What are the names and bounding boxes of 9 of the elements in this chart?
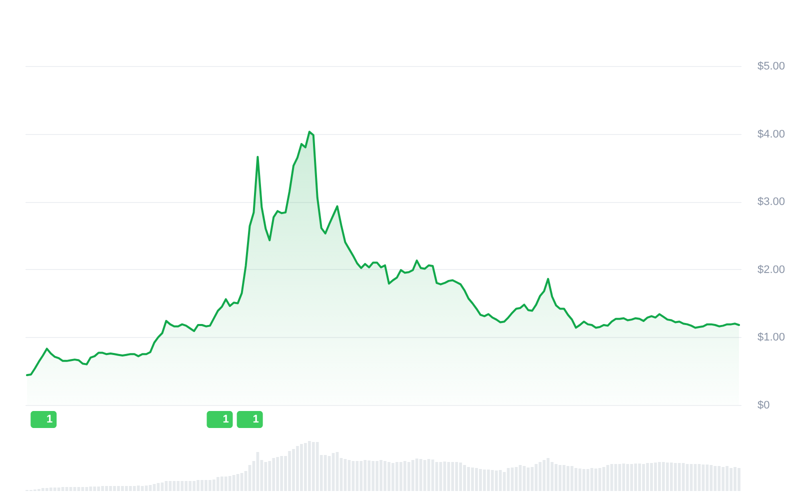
y-tick-label: $0: [758, 400, 770, 412]
text: 1: [222, 414, 229, 426]
y-tick-label: $3.00: [758, 196, 786, 208]
y-tick-label: $4.00: [758, 128, 786, 140]
text: 1: [46, 414, 53, 426]
y-tick-label: $2.00: [758, 264, 786, 276]
text: 1: [252, 414, 259, 426]
y-tick-label: $1.00: [758, 332, 786, 344]
y-tick-label: $5.00: [758, 60, 786, 72]
